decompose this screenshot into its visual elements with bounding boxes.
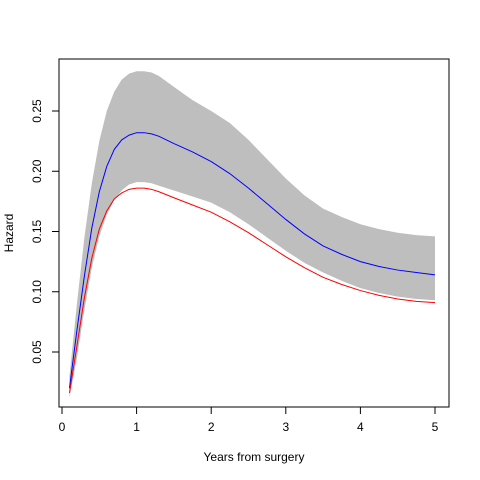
series-layer xyxy=(68,132,436,394)
y-tick-label: 0.10 xyxy=(30,280,44,304)
y-axis: 0.05 0.10 0.15 0.20 0.25 xyxy=(30,99,60,364)
y-tick-label: 0.15 xyxy=(30,219,44,243)
x-tick-label: 4 xyxy=(357,420,364,434)
y-tick-label: 0.05 xyxy=(30,340,44,364)
x-tick-label: 2 xyxy=(208,420,215,434)
x-tick-label: 1 xyxy=(133,420,140,434)
x-tick-label: 5 xyxy=(432,420,439,434)
y-tick-label: 0.25 xyxy=(30,99,44,123)
x-axis: 0 1 2 3 4 5 xyxy=(59,406,439,434)
x-axis-title: Years from surgery xyxy=(204,450,305,464)
y-axis-title: Hazard xyxy=(2,214,16,253)
x-tick-label: 3 xyxy=(282,420,289,434)
x-tick-label: 0 xyxy=(59,420,66,434)
confidence-band xyxy=(69,71,436,398)
series-line-2 xyxy=(68,187,436,394)
confidence-band-layer xyxy=(69,71,436,398)
y-tick-label: 0.20 xyxy=(30,159,44,183)
series-line-1 xyxy=(68,132,436,389)
